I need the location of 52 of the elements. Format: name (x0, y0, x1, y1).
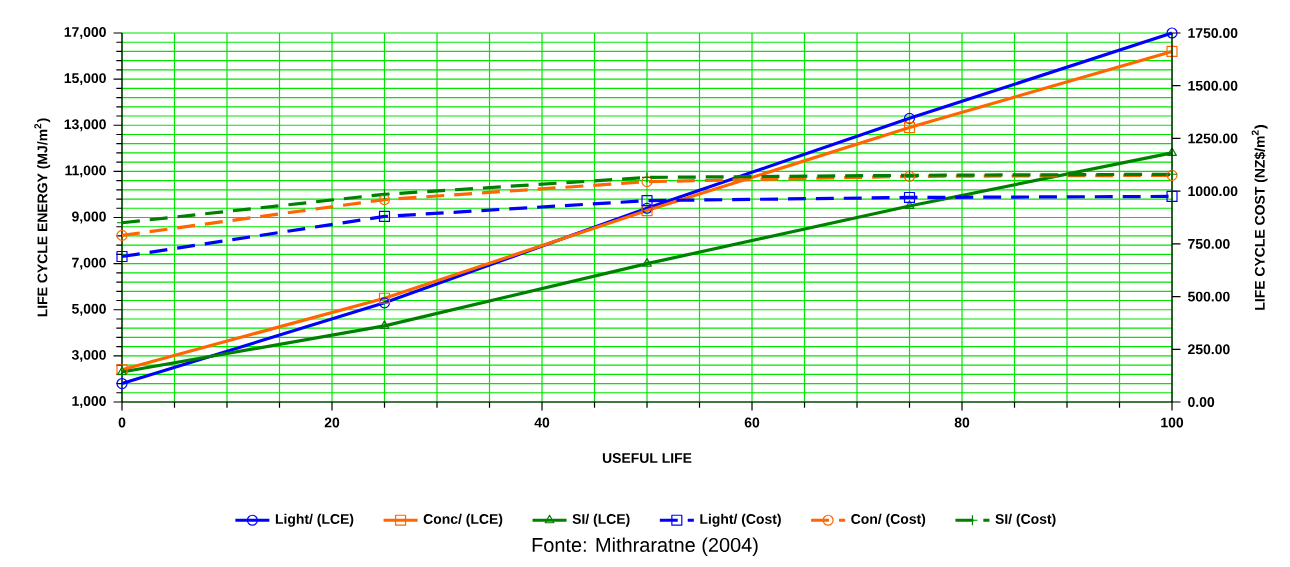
legend-label: Conc/ (LCE) (423, 513, 503, 527)
point (642, 258, 652, 267)
point (116, 229, 128, 242)
y2-tick-label: 500.00 (1188, 291, 1230, 302)
y-tick-label: 13,000 (64, 119, 106, 132)
x-axis-title: USEFUL LIFE (602, 453, 692, 463)
point (1167, 147, 1177, 157)
legend-label: SI/ (Cost) (995, 513, 1056, 527)
y2-tick-label: 1000.00 (1188, 186, 1238, 197)
y2-tick-label: 750.00 (1188, 238, 1230, 249)
legend-label: Light/ (LCE) (275, 513, 354, 527)
x-tick-label: 80 (954, 417, 970, 428)
y2-tick-label: 1500.00 (1188, 80, 1238, 91)
x-tick-label: 20 (324, 417, 340, 428)
point (904, 200, 915, 210)
x-tick-label: 100 (1161, 417, 1184, 428)
y-tick-label: 3,000 (71, 349, 106, 362)
point (903, 121, 916, 134)
y-tick-label: 7,000 (72, 257, 106, 270)
point (116, 250, 128, 263)
x-tick-label: 60 (744, 417, 760, 428)
y2-axis-title: LIFE CYCLE COST (NZ$/m$^{2}$) (1251, 125, 1268, 310)
point (378, 210, 391, 223)
point (378, 297, 391, 309)
x-tick-label: 40 (534, 417, 550, 428)
point (116, 217, 128, 229)
x-tick-label: 0 (118, 417, 126, 428)
legend-label: SI/ (LCE) (572, 513, 630, 527)
point (1166, 45, 1178, 58)
y-tick-label: 5,000 (71, 303, 106, 316)
y-tick-label: 9,000 (72, 211, 106, 224)
point (1166, 27, 1178, 39)
point (379, 320, 390, 329)
y-tick-label: 15,000 (64, 73, 106, 86)
y-tick-label: 1,000 (72, 396, 106, 408)
y2-tick-label: 250.00 (1188, 344, 1230, 355)
y2-tick-label: 1750.00 (1188, 28, 1238, 38)
point (378, 292, 391, 304)
point (1166, 190, 1178, 202)
point (903, 191, 916, 204)
point (641, 176, 653, 188)
legend-label: Light/ (Cost) (700, 513, 781, 527)
point (116, 377, 128, 390)
point (641, 195, 653, 207)
source-note: Fonte: Mithraratne (2004) (532, 537, 758, 556)
legend-label: Con/ (Cost) (851, 513, 926, 527)
point (378, 188, 391, 200)
y2-tick-label: 1250.00 (1188, 133, 1238, 144)
y-tick-label: 11,000 (65, 165, 106, 178)
y-axis-title: LIFE CYCLE ENERGY (MJ/m$^{2}$) (34, 118, 51, 317)
y-tick-label: 17,000 (64, 27, 106, 39)
y2-tick-label: 0.00 (1188, 397, 1215, 407)
